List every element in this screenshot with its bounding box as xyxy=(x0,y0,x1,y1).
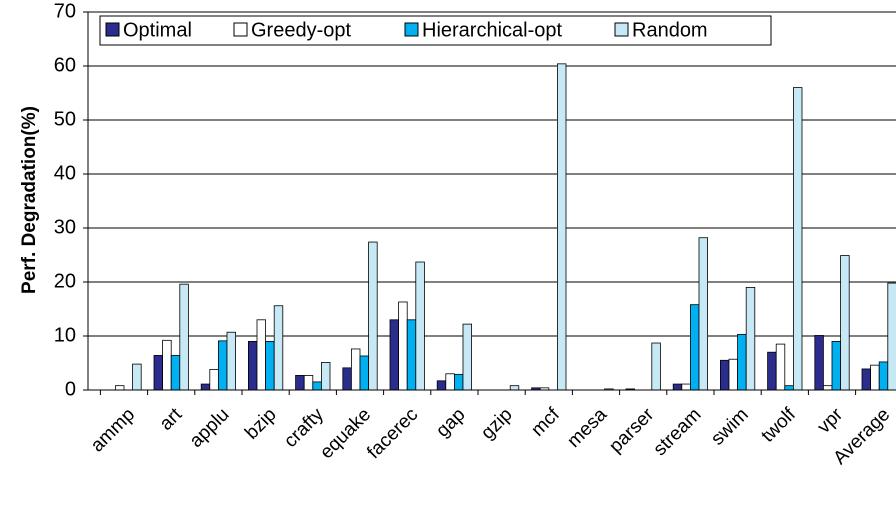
x-tick-label: ammp xyxy=(87,404,139,456)
bar xyxy=(359,355,370,391)
legend: Optimal Greedy-opt Hierarchical-opt Random xyxy=(99,15,772,46)
bar xyxy=(509,385,520,391)
bar xyxy=(389,319,400,391)
bar xyxy=(153,355,164,391)
bar xyxy=(745,286,756,391)
bar xyxy=(831,340,842,391)
bar xyxy=(295,375,305,391)
bar xyxy=(209,369,219,391)
bar xyxy=(840,255,850,391)
x-tick-label: bzip xyxy=(241,404,280,443)
bar xyxy=(226,331,237,391)
bar xyxy=(179,283,189,391)
bar xyxy=(398,301,408,391)
bar xyxy=(698,237,709,391)
bar xyxy=(200,383,211,391)
bar xyxy=(265,340,275,391)
legend-swatch xyxy=(233,22,248,37)
y-tick-label: 10 xyxy=(54,324,76,346)
legend-swatch xyxy=(105,22,120,37)
bar xyxy=(406,319,417,391)
bar xyxy=(320,362,331,391)
bar xyxy=(728,358,739,391)
bar xyxy=(784,385,794,391)
bar xyxy=(870,364,880,391)
legend-swatch xyxy=(404,22,419,37)
bar xyxy=(690,304,700,391)
bar xyxy=(557,63,567,391)
legend-swatch xyxy=(614,22,629,37)
bar xyxy=(256,319,267,391)
x-tick-label: vpr xyxy=(814,404,848,438)
y-tick-label: 30 xyxy=(54,216,76,238)
x-tick-label: mesa xyxy=(563,404,611,452)
bar xyxy=(775,343,786,391)
bar xyxy=(651,342,661,391)
bar xyxy=(162,339,172,391)
x-tick-label: mcf xyxy=(527,404,564,441)
bar xyxy=(793,87,803,391)
bar xyxy=(436,380,447,391)
bar xyxy=(453,373,464,391)
x-tick-label: applu xyxy=(186,404,234,452)
bar xyxy=(273,305,284,391)
x-tick-label: art xyxy=(156,404,187,435)
x-tick-label: stream xyxy=(650,404,706,460)
bar xyxy=(878,361,889,391)
bar xyxy=(681,383,691,391)
bar xyxy=(887,282,896,391)
bar xyxy=(861,368,872,391)
y-tick-label: 60 xyxy=(54,54,76,76)
y-tick-label: 50 xyxy=(54,108,76,130)
x-tick-label: gap xyxy=(432,404,469,441)
y-tick-label: 40 xyxy=(54,162,76,184)
x-tick-label: swim xyxy=(707,404,752,449)
bar xyxy=(462,323,473,391)
bar xyxy=(720,359,730,391)
bar xyxy=(170,355,181,391)
legend-label: Random xyxy=(632,19,708,41)
y-tick-label: 0 xyxy=(65,378,76,400)
x-tick-label: gzip xyxy=(477,404,516,443)
bar xyxy=(767,351,777,391)
bar xyxy=(350,348,361,391)
y-axis-title: Perf. Degradation(%) xyxy=(19,106,40,294)
bar xyxy=(737,333,747,391)
bar xyxy=(312,381,322,391)
legend-box xyxy=(99,15,772,46)
bar xyxy=(368,241,378,391)
bar xyxy=(132,363,142,391)
x-tick-label: equake xyxy=(316,404,375,463)
bar xyxy=(823,385,833,391)
bar xyxy=(115,385,125,391)
legend-label: Hierarchical-opt xyxy=(422,19,562,41)
legend-label: Optimal xyxy=(123,19,192,41)
bar xyxy=(303,375,314,391)
bar xyxy=(445,373,455,391)
bar xyxy=(247,340,258,391)
y-tick-label: 20 xyxy=(54,270,76,292)
legend-label: Greedy-opt xyxy=(251,19,351,41)
x-tick-label: facerec xyxy=(363,404,422,463)
bar xyxy=(672,383,683,391)
bar xyxy=(814,335,824,391)
bar xyxy=(342,367,352,391)
x-tick-label: parser xyxy=(605,404,658,457)
bar xyxy=(415,261,425,391)
y-tick-label: 70 xyxy=(54,0,76,22)
x-tick-label: twolf xyxy=(757,404,800,447)
bar xyxy=(217,340,228,391)
